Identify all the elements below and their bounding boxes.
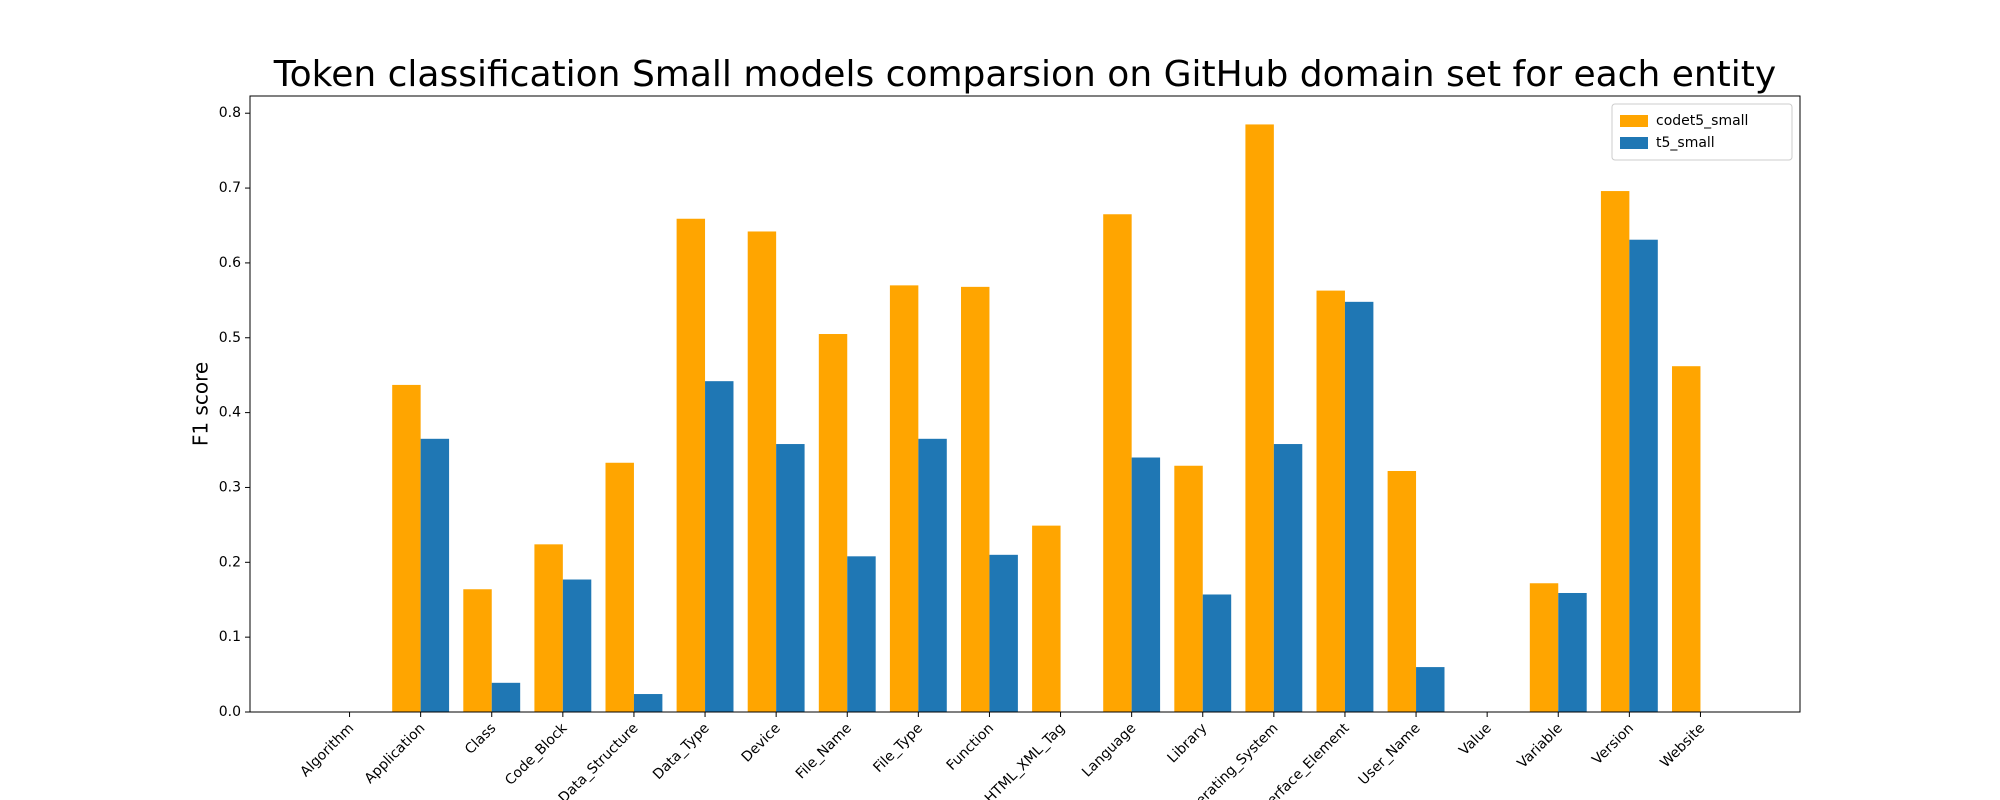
bar (420, 438, 450, 712)
x-tick-label: Algorithm (297, 720, 357, 780)
bar (889, 285, 919, 712)
y-tick-label: 0.4 (219, 405, 241, 421)
bar (1529, 583, 1559, 712)
y-tick-label: 0.8 (219, 105, 241, 121)
x-tick-label: Class (462, 720, 499, 757)
bar (1416, 667, 1445, 712)
x-tick-label: File_Type (870, 720, 926, 776)
y-tick-label: 0.1 (219, 629, 241, 645)
bar (1103, 214, 1132, 713)
x-tick-label: Language (1079, 720, 1139, 780)
y-tick-label: 0.5 (219, 330, 241, 346)
legend-swatch (1620, 115, 1648, 127)
x-tick-label: User_Name (1356, 720, 1424, 788)
bar (747, 231, 777, 712)
bar (961, 286, 990, 712)
bar (633, 694, 663, 712)
bar (1131, 457, 1161, 712)
legend-box (1611, 103, 1793, 161)
bar (676, 218, 706, 712)
bar (1316, 290, 1345, 712)
bar (1174, 465, 1203, 712)
bar (562, 579, 592, 712)
bar (1344, 301, 1374, 712)
legend: codet5_small t5_small (1611, 103, 1793, 161)
bar (1032, 525, 1061, 712)
y-tick-label: 0.7 (219, 180, 241, 196)
chart-title: Token classification Small models compar… (273, 54, 1776, 95)
bar (1387, 470, 1417, 712)
x-tick-label: Value (1456, 720, 1495, 759)
bar (918, 438, 947, 712)
bar (463, 589, 492, 712)
bar (705, 381, 734, 712)
x-tick-label: Data_Type (650, 720, 713, 783)
bar (818, 334, 848, 712)
bar (1629, 239, 1658, 713)
x-tick-label: Function (944, 720, 997, 773)
y-tick-label: 0.6 (219, 255, 241, 271)
legend-label: t5_small (1656, 135, 1715, 151)
bar (1558, 592, 1587, 712)
bar (989, 554, 1018, 712)
bar (847, 556, 876, 712)
bar (1672, 366, 1701, 712)
x-tick-label: Device (739, 720, 784, 765)
x-tick-label: Library (1164, 720, 1210, 766)
y-tick-label: 0.0 (219, 704, 241, 720)
bar (534, 544, 563, 712)
y-tick-label: 0.2 (219, 554, 241, 570)
bar (605, 462, 634, 712)
bar (1202, 594, 1232, 712)
bar (1600, 191, 1630, 712)
bar (392, 384, 421, 712)
legend-swatch (1620, 137, 1648, 149)
y-tick-label: 0.3 (219, 479, 241, 495)
x-tick-label: Version (1589, 720, 1637, 768)
bar (1273, 444, 1303, 712)
bar (776, 444, 805, 712)
x-tick-label: Code_Block (502, 720, 571, 789)
x-tick-label: File_Name (793, 720, 855, 782)
y-axis-label: F1 score (189, 362, 213, 446)
bar (1245, 124, 1274, 713)
legend-label: codet5_small (1656, 113, 1748, 129)
x-tick-label: Website (1657, 720, 1708, 771)
x-tick-label: Variable (1515, 720, 1566, 771)
bar (491, 682, 521, 712)
x-tick-label: Application (362, 720, 429, 787)
plot-frame (249, 95, 1801, 713)
